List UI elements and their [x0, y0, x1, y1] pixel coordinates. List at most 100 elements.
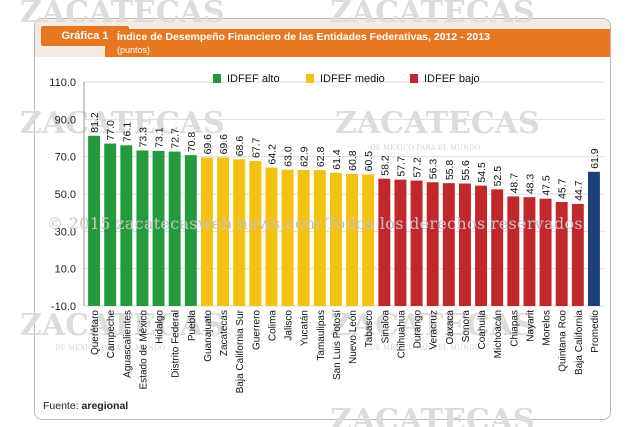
source-note: Fuente: aregional: [43, 400, 128, 412]
category-label: Puebla: [187, 310, 198, 342]
category-label: Promedio: [590, 310, 601, 353]
bar-coahuila: [475, 185, 488, 306]
category-label: Durango: [413, 310, 424, 349]
bar-hidalgo: [152, 150, 165, 306]
category-label: Distrito Federal: [171, 310, 182, 378]
value-label: 47.5: [541, 175, 553, 196]
value-label: 54.5: [476, 162, 488, 183]
bar-quintana-roo: [555, 202, 568, 306]
value-label: 61.9: [589, 148, 601, 169]
bar-quer-taro: [88, 135, 101, 306]
bar-distrito-federal: [168, 151, 181, 306]
y-axis: 110.0 90.0 70.0 50.0 30.0 10.0 -10.0: [49, 77, 85, 313]
category-label: Sonora: [461, 310, 472, 343]
category-label: Jalisco: [284, 310, 295, 341]
value-label: 76.1: [121, 122, 133, 143]
category-label: Estado de México: [138, 310, 149, 390]
category-label: Tamaulipas: [316, 310, 327, 361]
watermark-brand-top-left: ZACATECAS: [20, 0, 225, 30]
value-label: 77.0: [105, 120, 117, 141]
value-label: 64.2: [266, 144, 278, 165]
y-tick-label: 50.0: [55, 189, 76, 201]
bar-chihuahua: [394, 179, 407, 306]
watermark-brand-top-right: ZACATECAS: [330, 0, 535, 30]
bar-yucat-n: [297, 169, 310, 306]
bar-tamaulipas: [313, 170, 326, 306]
value-label: 73.3: [137, 127, 149, 148]
value-label: 67.7: [250, 137, 262, 158]
category-label: Guerrero: [251, 310, 262, 350]
bar-durango: [410, 180, 423, 306]
value-label: 62.9: [299, 146, 311, 167]
value-label: 52.5: [492, 166, 504, 187]
category-label: Chihuahua: [396, 310, 407, 359]
value-label: 68.6: [234, 136, 246, 157]
bar-baja-california-sur: [233, 159, 246, 306]
bar-morelos: [539, 198, 552, 306]
category-label: Nayarit: [525, 310, 536, 342]
value-label: 70.8: [186, 132, 198, 153]
legend-swatch-bajo: [410, 74, 418, 83]
category-label: Campeche: [106, 310, 117, 359]
bar-zacatecas: [217, 157, 230, 306]
legend-swatch-alto: [213, 74, 221, 83]
chart-subtitle: (puntos): [117, 45, 151, 55]
legend: IDFEF alto IDFEF medio IDFEF bajo: [213, 73, 480, 85]
bar-guanajuato: [200, 157, 213, 306]
value-label: 69.6: [202, 134, 214, 155]
bar-sinaloa: [378, 178, 391, 306]
value-label: 63.0: [283, 146, 295, 167]
source-label: Fuente:: [43, 400, 82, 412]
category-label: Michoacán: [493, 310, 504, 358]
bar-guerrero: [249, 160, 262, 306]
bar-nayarit: [523, 197, 536, 306]
value-label: 60.8: [347, 150, 359, 171]
copyright-watermark: © 2015 zacatecasweb news.com Todos los d…: [47, 214, 583, 233]
title-banner: [105, 29, 610, 57]
chart-title: Índice de Desempeño Financiero de las En…: [117, 31, 490, 43]
y-tick-label: 90.0: [55, 114, 76, 126]
watermark-tagline-low-right: DE MÉXICO PARA EL MUNDO: [370, 343, 481, 352]
category-label: Quintana Roo: [558, 310, 569, 372]
value-labels: 81.2 77.0 76.1 73.3 73.1 72.7 70.8 69.6 69.6 68.6…: [89, 112, 601, 201]
y-tick-label: 110.0: [49, 77, 76, 89]
bar-campeche: [104, 143, 117, 306]
category-label: Colima: [267, 310, 278, 342]
y-tick-label: 30.0: [55, 226, 76, 238]
category-label: Tabasco: [364, 310, 375, 348]
figure-tag: Gráfica 1: [41, 26, 129, 46]
value-label: 55.6: [460, 160, 472, 181]
legend-label-bajo: IDFEF bajo: [424, 73, 480, 85]
watermark-brand-mid-left: ZACATECAS: [20, 106, 225, 141]
value-label: 72.7: [170, 128, 182, 149]
value-label: 61.4: [331, 149, 343, 170]
category-label: Coahuila: [477, 310, 488, 350]
bar-jalisco: [281, 169, 294, 306]
category-label: Hidalgo: [155, 310, 166, 344]
bar-promedio: [587, 171, 600, 306]
value-label: 60.5: [363, 151, 375, 172]
value-label: 62.8: [315, 147, 327, 168]
y-tick-label: -10.0: [51, 301, 76, 313]
y-tick-label: 10.0: [55, 264, 76, 276]
category-label: San Luis Potosí: [332, 310, 343, 380]
value-label: 48.3: [524, 174, 536, 195]
category-label: Nuevo León: [348, 310, 359, 364]
value-label: 55.8: [444, 160, 456, 181]
source-value: aregional: [81, 400, 129, 412]
category-label: Oaxaca: [445, 310, 456, 345]
legend-label-medio: IDFEF medio: [320, 73, 385, 85]
bar-puebla: [184, 155, 197, 306]
bar-baja-california: [571, 203, 584, 306]
bar-chiapas: [507, 196, 520, 306]
bar-san-luis-potos-: [329, 172, 342, 306]
value-label: 45.7: [557, 178, 569, 199]
value-label: 81.2: [89, 112, 101, 133]
category-label: Chiapas: [509, 310, 520, 347]
value-label: 69.6: [218, 134, 230, 155]
bar-sonora: [458, 183, 471, 306]
bar-tabasco: [362, 174, 375, 306]
watermark-brand-bottom: ZACATECAS: [330, 403, 535, 427]
y-tick-label: 70.0: [55, 152, 76, 164]
